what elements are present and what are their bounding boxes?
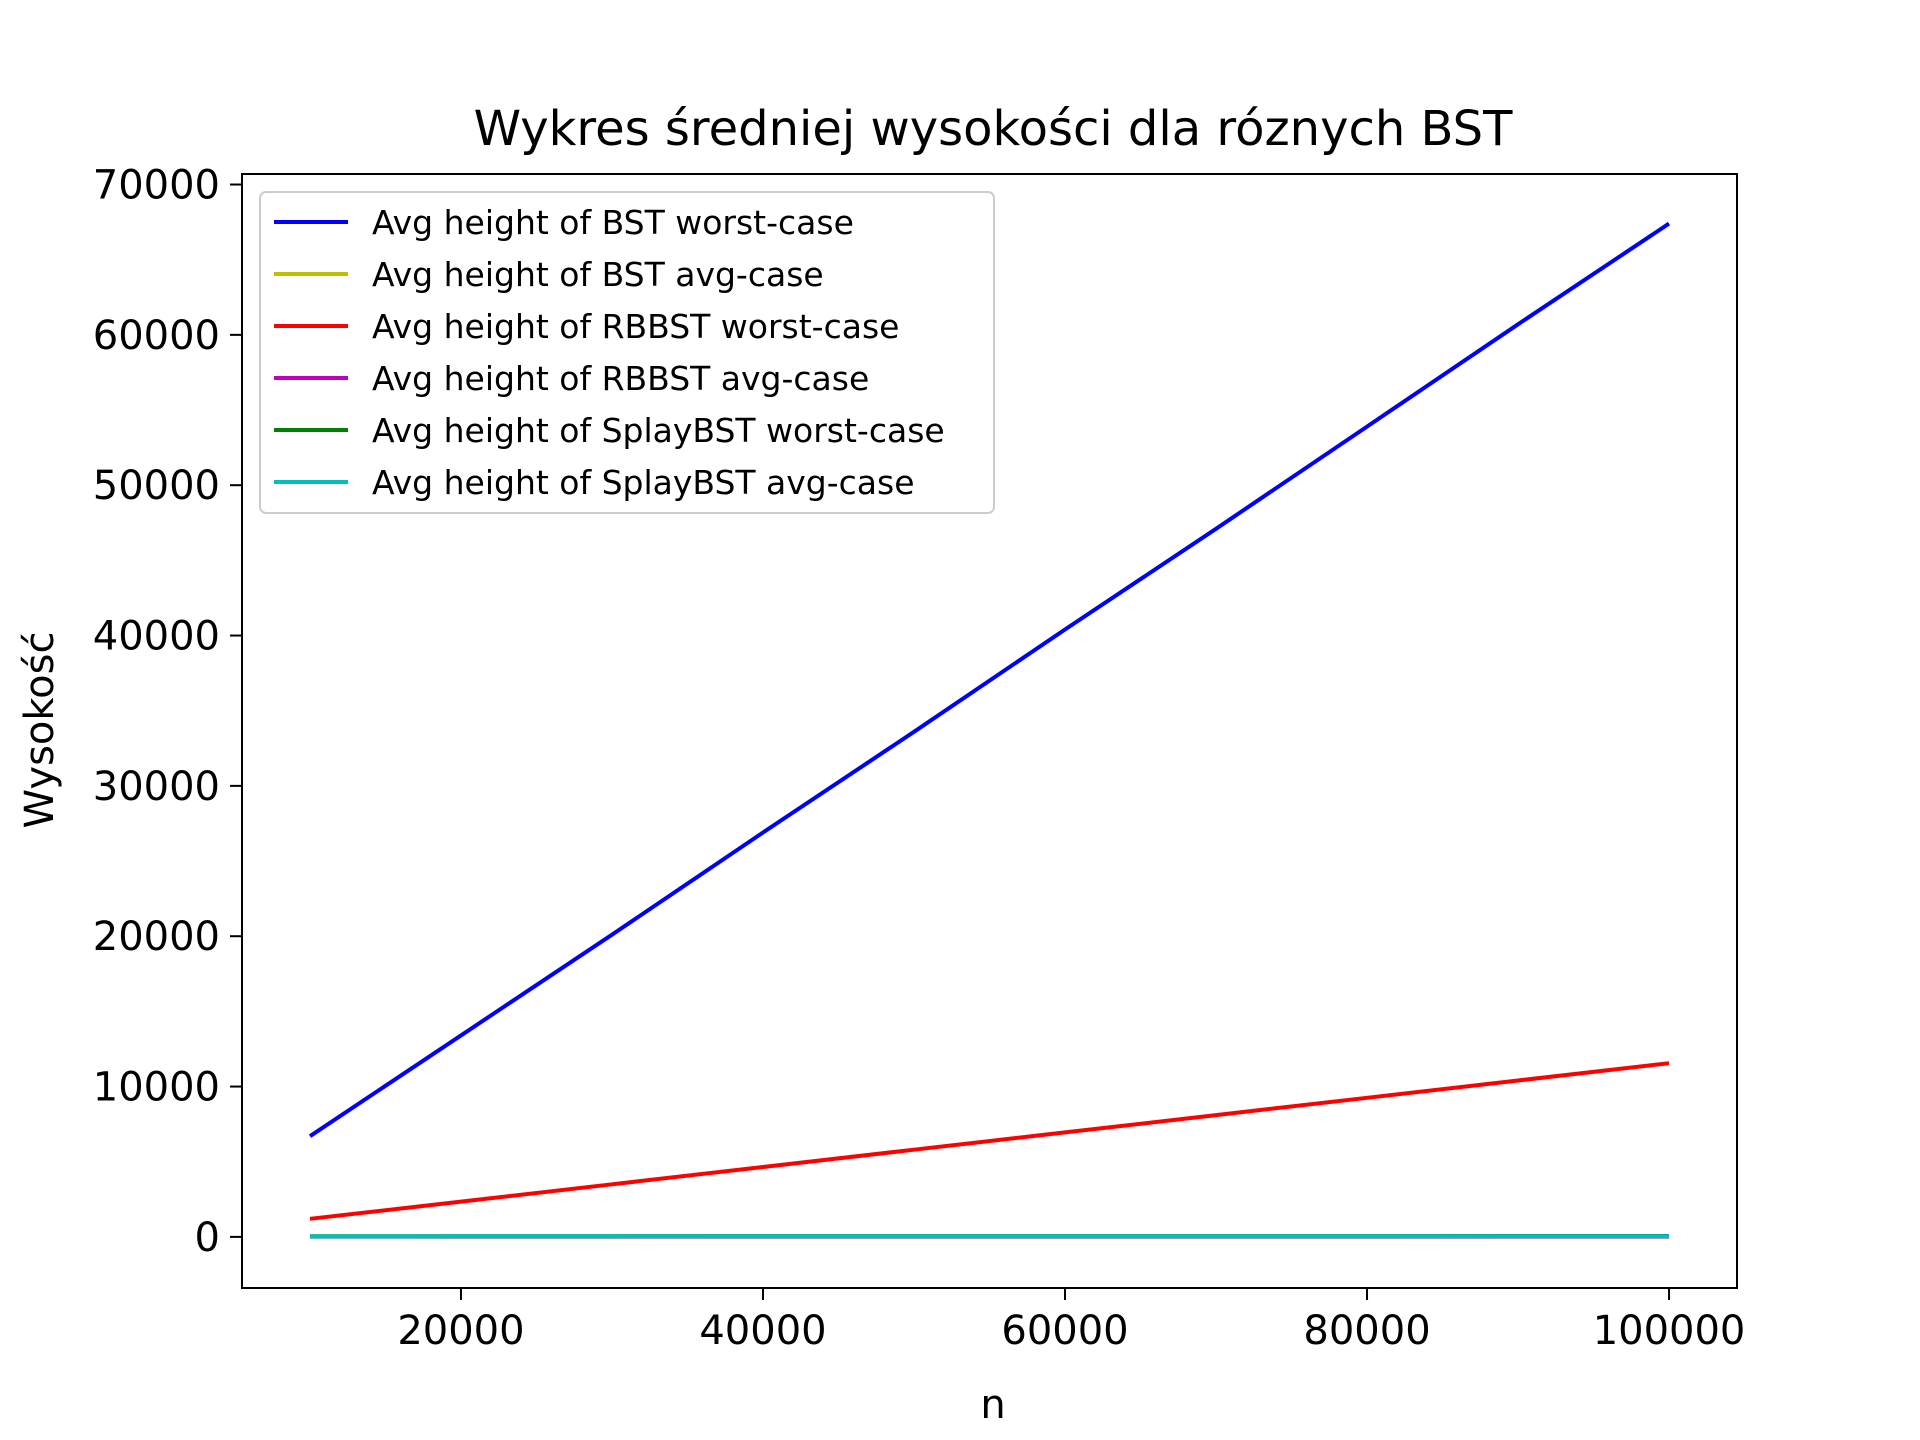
y-tick-label: 70000: [93, 163, 220, 209]
y-tick-label: 40000: [93, 614, 220, 660]
series-lines: [308, 221, 1671, 1239]
legend-entry-0: Avg height of BST worst-case: [372, 203, 854, 242]
x-tick-label: 80000: [1303, 1308, 1430, 1354]
legend-entry-2: Avg height of RBBST worst-case: [372, 307, 899, 346]
y-tick-label: 20000: [93, 914, 220, 960]
y-tick-label: 50000: [93, 463, 220, 509]
x-tick-label: 20000: [397, 1308, 524, 1354]
legend-entry-4: Avg height of SplayBST worst-case: [372, 411, 945, 450]
y-tick-label: 10000: [93, 1065, 220, 1111]
chart-title: Wykres średniej wysokości dla róznych BS…: [474, 101, 1514, 157]
series-line-0: [308, 221, 1671, 1138]
plot-frame: [241, 173, 1738, 1289]
legend-entry-5: Avg height of SplayBST avg-case: [372, 463, 915, 502]
legend: Avg height of BST worst-case Avg height o…: [259, 191, 995, 514]
axis-ticks: 20000 40000 60000 80000 100000 0 10000 20000 300…: [93, 163, 1746, 1354]
legend-entry-3: Avg height of RBBST avg-case: [372, 359, 869, 398]
x-tick-label: 60000: [1001, 1308, 1128, 1354]
x-tick-label: 100000: [1593, 1308, 1746, 1354]
legend-box: [259, 191, 995, 514]
x-axis-label: n: [980, 1382, 1005, 1428]
series-line-2: [309, 1061, 1670, 1221]
legend-entry-1: Avg height of BST avg-case: [372, 255, 824, 294]
y-tick-label: 0: [195, 1215, 220, 1261]
x-tick-label: 40000: [699, 1308, 826, 1354]
y-axis-label: Wysokość: [17, 632, 63, 829]
y-tick-label: 30000: [93, 764, 220, 810]
y-tick-label: 60000: [93, 313, 220, 359]
